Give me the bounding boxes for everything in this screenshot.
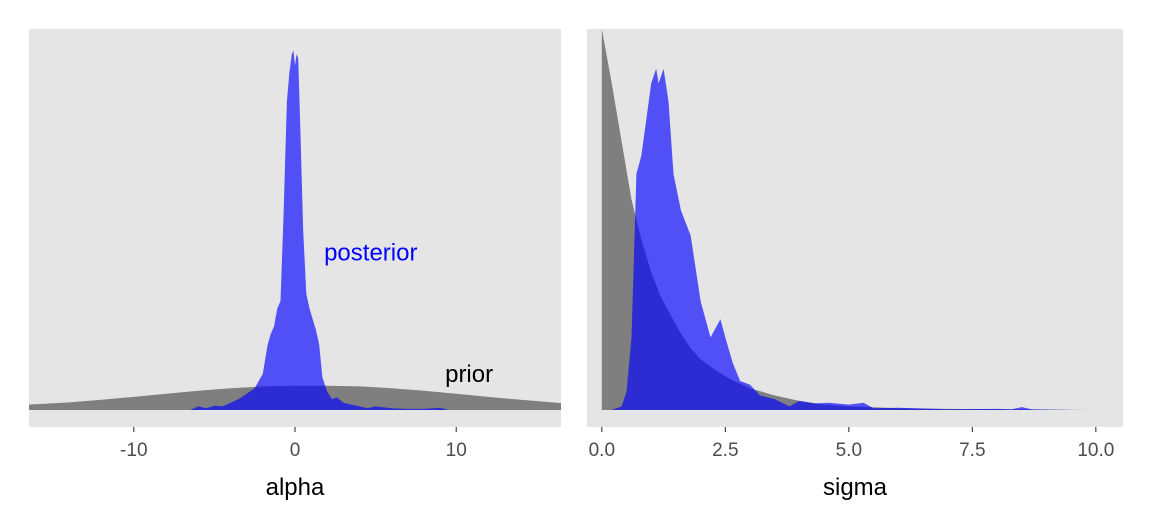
x-tick-label: 0.0 [589,440,615,461]
alpha-panel: -10 0 10 alpha posterior prior [29,29,561,501]
x-tick-label: -10 [120,440,147,461]
x-axis-title: alpha [266,474,325,501]
prior-label: prior [445,361,493,388]
x-tick-label: 10 [446,440,467,461]
x-tick-label: 7.5 [959,440,985,461]
x-tick-label: 5.0 [836,440,862,461]
x-tick-label: 2.5 [712,440,738,461]
sigma-panel: 0.0 2.5 5.0 7.5 10.0 sigma [587,29,1123,501]
x-tick-label: 10.0 [1077,440,1114,461]
x-axis-title: sigma [823,474,888,501]
posterior-density [611,68,1072,411]
posterior-label: posterior [324,239,417,266]
x-tick-label: 0 [290,440,301,461]
